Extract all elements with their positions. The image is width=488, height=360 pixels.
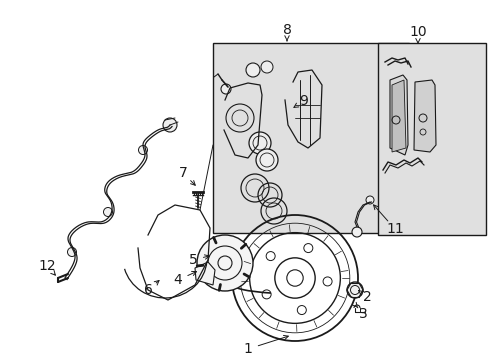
Text: 12: 12 [38,259,56,273]
Text: 9: 9 [299,94,308,108]
Polygon shape [389,75,407,155]
Circle shape [163,118,177,132]
Bar [377,43,485,235]
Polygon shape [413,80,435,152]
Circle shape [346,282,362,298]
Circle shape [248,132,270,154]
Text: 3: 3 [358,307,366,321]
Text: 4: 4 [173,273,182,287]
Circle shape [67,248,76,256]
Text: 5: 5 [188,253,197,267]
Text: 7: 7 [178,166,187,180]
Circle shape [245,63,260,77]
Circle shape [103,207,112,216]
Text: 6: 6 [143,283,152,297]
Text: 10: 10 [408,25,426,39]
Circle shape [261,61,272,73]
Text: 11: 11 [386,222,403,236]
Polygon shape [195,262,215,285]
Text: 2: 2 [362,290,370,304]
Circle shape [197,235,252,291]
Text: 1: 1 [243,342,252,356]
Polygon shape [391,80,405,152]
Bar [213,43,408,233]
Circle shape [256,149,278,171]
Circle shape [138,145,147,154]
Circle shape [365,196,373,204]
Text: 8: 8 [282,23,291,37]
Circle shape [221,84,230,94]
Circle shape [351,227,361,237]
